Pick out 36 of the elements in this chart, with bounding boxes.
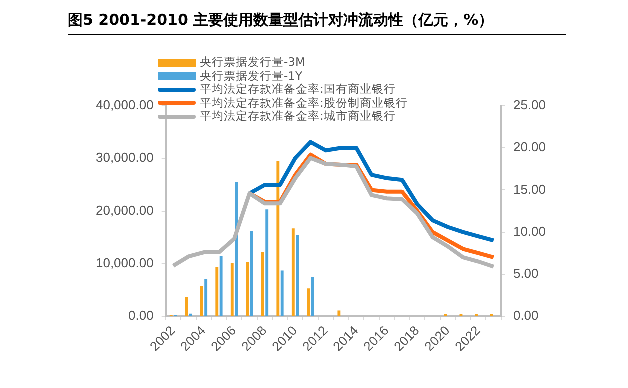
chart-title: 图5 2001-2010 主要使用数量型估计对冲流动性（亿元，%） [68, 8, 566, 35]
bar [280, 270, 284, 316]
bar [189, 314, 192, 316]
y-tick-label: 0.00 [128, 308, 154, 324]
bar [338, 310, 341, 316]
y2-tick-label: 5.00 [513, 266, 539, 281]
bar [311, 277, 314, 316]
y2-tick-label: 10.00 [513, 224, 546, 239]
y2-tick-label: 15.00 [513, 182, 546, 197]
y-tick-label: 10,000.00 [96, 255, 154, 270]
bar [230, 263, 234, 316]
legend-label: 平均法定存款准备金率:股份制商业银行 [200, 96, 408, 110]
bar [266, 210, 269, 316]
y-tick-label: 30,000.00 [96, 150, 154, 166]
y2-tick-label: 0.00 [513, 308, 539, 324]
y2-tick-label: 25.00 [513, 98, 546, 113]
bar [250, 231, 254, 316]
bar [204, 279, 208, 316]
bar [296, 235, 300, 316]
bar [220, 256, 223, 316]
bar [200, 286, 204, 316]
bar [292, 228, 295, 316]
y-tick-label: 20,000.00 [96, 202, 154, 218]
legend-label: 央行票据发行量-1Y [200, 68, 302, 83]
bar [307, 288, 310, 316]
legend-label: 平均法定存款准备金率:国有商业银行 [200, 82, 396, 96]
y-tick-label: 40,000.00 [96, 98, 154, 113]
legend-label: 央行票据发行量-3M [200, 55, 306, 70]
bar [246, 262, 250, 316]
bar [185, 297, 188, 316]
legend-label: 平均法定存款准备金率:城市商业银行 [200, 109, 396, 124]
bar [276, 161, 280, 316]
bar [261, 252, 264, 316]
bar [216, 267, 219, 316]
y2-tick-label: 20.00 [513, 140, 546, 155]
bar [235, 182, 238, 316]
